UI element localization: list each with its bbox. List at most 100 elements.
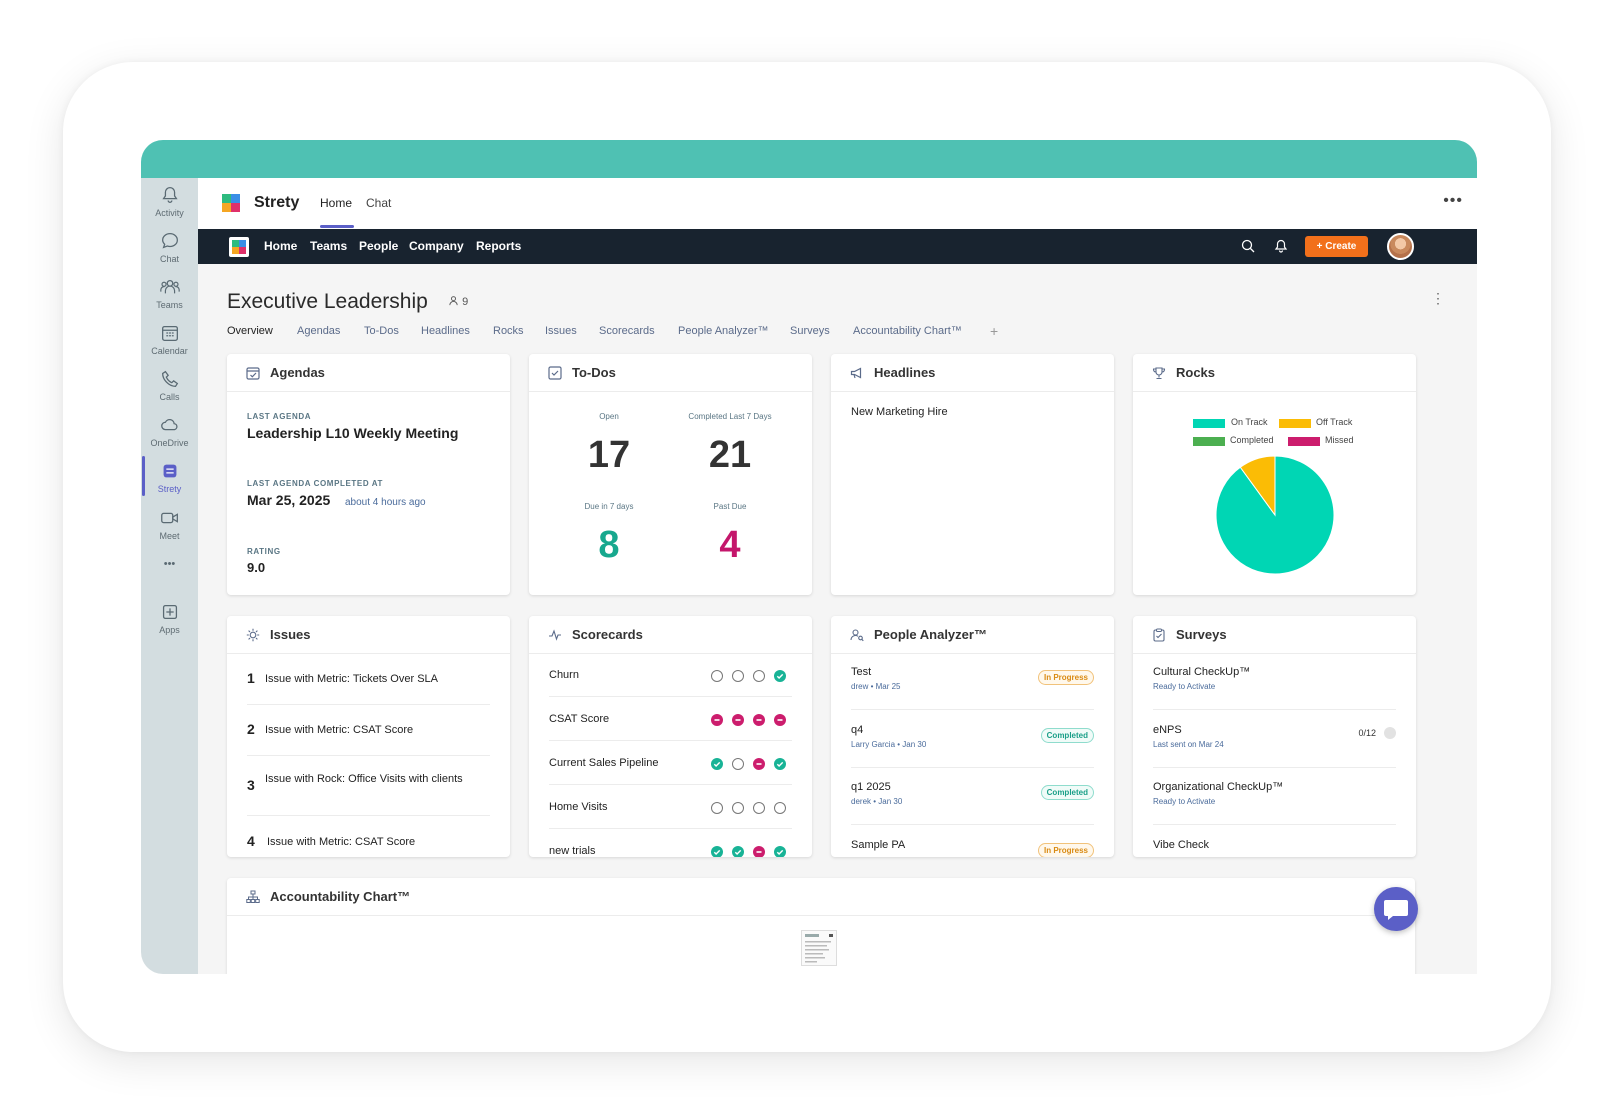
member-count[interactable]: 9	[448, 295, 468, 308]
nav-reports[interactable]: Reports	[476, 239, 522, 253]
scorecard-status-empty-icon[interactable]	[732, 758, 744, 770]
pie-slice-off-track[interactable]	[1239, 455, 1276, 517]
issue-number: 4	[247, 833, 255, 849]
headline-item[interactable]: New Marketing Hire	[851, 406, 948, 418]
divider	[247, 704, 490, 705]
legend-missed[interactable]: Missed	[1325, 435, 1354, 445]
org-chart-icon	[246, 890, 260, 903]
rail-item-teams[interactable]: Teams	[141, 272, 198, 316]
card-title[interactable]: Accountability Chart™	[270, 889, 411, 904]
rail-item-calls[interactable]: Calls	[141, 364, 198, 408]
todos-due-count[interactable]: 8	[598, 524, 620, 566]
create-button[interactable]: + Create	[1305, 236, 1368, 257]
tab-accountability-chart[interactable]: Accountability Chart™	[853, 325, 962, 337]
notifications-bell-icon[interactable]	[1273, 238, 1289, 254]
rail-item-meet[interactable]: Meet	[141, 503, 198, 547]
tab-issues[interactable]: Issues	[545, 325, 577, 337]
add-tab-button[interactable]: +	[990, 323, 999, 339]
last-agenda-name[interactable]: Leadership L10 Weekly Meeting	[247, 425, 459, 441]
tab-overview[interactable]: Overview	[227, 325, 273, 337]
page-more-button[interactable]: ⋮	[1431, 290, 1445, 306]
scorecard-status-red-minus-icon[interactable]	[753, 846, 765, 857]
card-title[interactable]: To-Dos	[572, 365, 616, 380]
rail-item-chat[interactable]: Chat	[141, 226, 198, 270]
rail-label: Strety	[157, 484, 182, 494]
card-header: People Analyzer™	[831, 616, 1114, 654]
scorecard-status-red-minus-icon[interactable]	[711, 714, 723, 726]
scorecard-status-empty-icon[interactable]	[732, 802, 744, 814]
megaphone-icon	[850, 367, 862, 379]
status-badge: Completed	[1040, 785, 1094, 800]
divider	[549, 828, 792, 829]
scorecard-status-red-minus-icon[interactable]	[753, 758, 765, 770]
sun-icon	[246, 628, 260, 642]
legend-completed[interactable]: Completed	[1230, 435, 1274, 445]
people-analyzer-meta: derek • Jan 30	[851, 797, 903, 806]
app-tab-chat[interactable]: Chat	[366, 196, 392, 210]
scorecard-status-green-check-icon[interactable]	[774, 758, 786, 770]
todos-completed-label: Completed Last 7 Days	[688, 412, 772, 421]
tab-people-analyzer[interactable]: People Analyzer™	[678, 325, 769, 337]
strety-nav-logo[interactable]	[229, 237, 249, 257]
app-tab-home[interactable]: Home	[320, 196, 353, 210]
card-title[interactable]: People Analyzer™	[874, 627, 987, 642]
scorecard-status-red-minus-icon[interactable]	[753, 714, 765, 726]
search-icon[interactable]	[1240, 238, 1256, 254]
rail-label: Chat	[159, 254, 179, 264]
chat-support-button[interactable]	[1374, 887, 1418, 931]
todos-completed-count[interactable]: 21	[708, 434, 752, 476]
scorecard-status-empty-icon[interactable]	[774, 802, 786, 814]
rail-item-calendar[interactable]: Calendar	[141, 318, 198, 362]
card-title[interactable]: Surveys	[1176, 627, 1227, 642]
tab-rocks[interactable]: Rocks	[493, 325, 524, 337]
tab-todos[interactable]: To-Dos	[364, 325, 399, 337]
app-more-button[interactable]: •••	[1443, 192, 1463, 209]
survey-name: Organizational CheckUp™	[1153, 781, 1284, 793]
rail-item-strety[interactable]: Strety	[141, 456, 198, 500]
nav-company[interactable]: Company	[409, 239, 464, 253]
people-analyzer-name: Test	[851, 666, 872, 678]
card-title[interactable]: Rocks	[1176, 365, 1216, 380]
scorecard-status-red-minus-icon[interactable]	[732, 714, 744, 726]
scorecard-status-green-check-icon[interactable]	[774, 846, 786, 857]
rail-item-apps[interactable]: Apps	[141, 597, 198, 641]
card-title[interactable]: Scorecards	[572, 627, 643, 642]
issue-text: Issue with Metric: Tickets Over SLA	[265, 673, 438, 685]
scorecard-status-green-check-icon[interactable]	[732, 846, 744, 857]
issue-number: 1	[247, 670, 255, 686]
tab-headlines[interactable]: Headlines	[421, 325, 470, 337]
active-tab-indicator	[320, 225, 354, 228]
nav-home[interactable]: Home	[264, 239, 298, 253]
scorecard-status-empty-icon[interactable]	[732, 670, 744, 682]
scorecard-status-green-check-icon[interactable]	[711, 758, 723, 770]
rail-more-button[interactable]: •••	[141, 552, 198, 576]
card-title[interactable]: Agendas	[270, 365, 325, 380]
tab-surveys[interactable]: Surveys	[790, 325, 830, 337]
scorecard-status-empty-icon[interactable]	[753, 670, 765, 682]
tab-agendas[interactable]: Agendas	[297, 325, 341, 337]
pie-slice-on-track[interactable]	[1215, 455, 1335, 575]
scorecard-status-red-minus-icon[interactable]	[774, 714, 786, 726]
card-header: Accountability Chart™	[227, 878, 1415, 916]
last-agenda-completed-date: Mar 25, 2025	[247, 492, 331, 508]
legend-off-track[interactable]: Off Track	[1316, 417, 1353, 427]
nav-teams[interactable]: Teams	[310, 239, 348, 253]
survey-progress-ring	[1384, 726, 1396, 739]
todos-open-count[interactable]: 17	[587, 434, 631, 476]
card-title[interactable]: Issues	[270, 627, 311, 642]
scorecard-status-empty-icon[interactable]	[753, 802, 765, 814]
rail-item-onedrive[interactable]: OneDrive	[141, 410, 198, 454]
todos-past-due-count[interactable]: 4	[719, 524, 741, 566]
card-title[interactable]: Headlines	[874, 365, 936, 380]
rail-item-activity[interactable]: Activity	[141, 180, 198, 224]
user-avatar[interactable]	[1387, 233, 1414, 260]
scorecard-status-green-check-icon[interactable]	[774, 670, 786, 682]
tab-scorecards[interactable]: Scorecards	[599, 325, 655, 337]
legend-on-track[interactable]: On Track	[1231, 417, 1268, 427]
scorecard-status-empty-icon[interactable]	[711, 802, 723, 814]
nav-people[interactable]: People	[359, 239, 399, 253]
scorecard-status-green-check-icon[interactable]	[711, 846, 723, 857]
person-icon	[449, 296, 458, 306]
accountability-chart-thumbnail[interactable]	[801, 930, 837, 966]
scorecard-status-empty-icon[interactable]	[711, 670, 723, 682]
